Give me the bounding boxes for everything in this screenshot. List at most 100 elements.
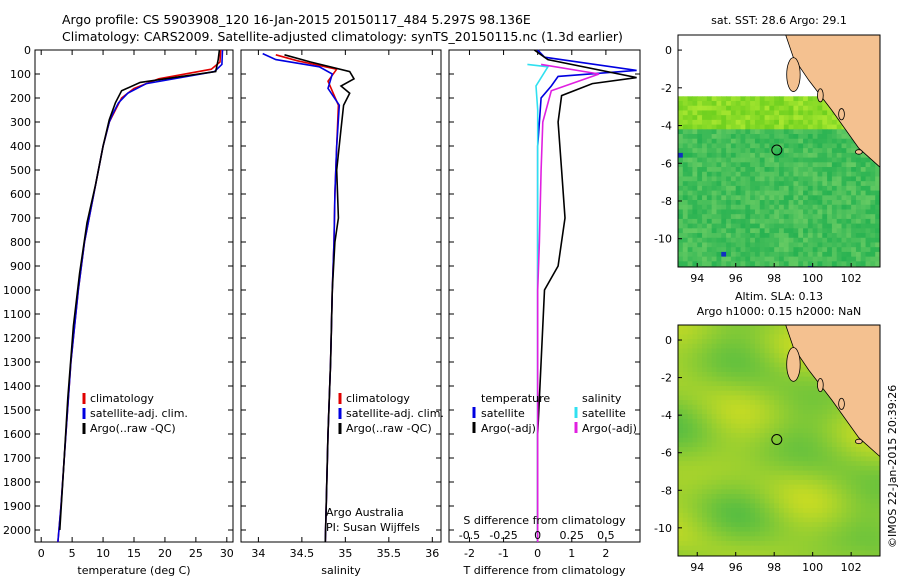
heat-cell: [855, 162, 862, 168]
heat-cell: [759, 334, 766, 340]
heat-cell: [851, 508, 857, 514]
heat-cell: [875, 209, 880, 215]
heat-cell: [702, 228, 708, 234]
heat-cell: [875, 503, 880, 509]
heat-cell: [711, 428, 718, 434]
heat-cell: [730, 138, 737, 145]
s-tick-label: 0: [534, 529, 541, 542]
heat-cell: [793, 134, 799, 140]
heat-cell: [779, 119, 785, 126]
heat-cell: [812, 251, 819, 258]
heat-cell: [774, 489, 780, 495]
heat-cell: [735, 261, 742, 267]
heat-cell: [702, 334, 708, 340]
heat-cell: [803, 209, 809, 215]
x-tick-label: 1: [568, 547, 575, 560]
heat-cell: [793, 550, 799, 556]
heat-cell: [774, 536, 780, 542]
heat-cell: [793, 390, 799, 397]
heat-cell: [788, 498, 795, 505]
island: [817, 378, 824, 393]
heat-cell: [774, 437, 780, 443]
heat-cell: [687, 451, 694, 458]
heat-cell: [875, 465, 880, 472]
heat-cell: [793, 526, 799, 533]
heat-cell: [754, 157, 761, 163]
heat-cell: [774, 395, 780, 401]
heat-cell: [726, 256, 732, 262]
heat-cell: [697, 409, 703, 415]
heat-cell: [706, 181, 713, 187]
heat-cell: [788, 456, 795, 462]
heat-cell: [692, 329, 698, 335]
heat-cell: [759, 343, 766, 350]
heat-cell: [745, 418, 751, 425]
heat-cell: [793, 522, 799, 528]
heat-cell: [678, 540, 684, 547]
heat-cell: [716, 214, 722, 220]
heat-cell: [735, 101, 742, 107]
heat-cell: [745, 209, 751, 215]
heat-cell: [692, 334, 698, 340]
heat-cell: [711, 348, 718, 354]
heat-cell: [803, 167, 809, 173]
x-tick-label: 94: [690, 272, 704, 285]
heat-cell: [682, 105, 689, 112]
heat-cell: [851, 171, 857, 178]
heat-cell: [726, 233, 732, 239]
heat-cell: [687, 381, 694, 387]
heat-cell: [721, 512, 727, 519]
heat-cell: [812, 96, 819, 102]
heat-cell: [812, 143, 819, 149]
heat-cell: [764, 204, 770, 211]
heat-cell: [740, 233, 746, 239]
heat-cell: [788, 409, 795, 415]
heat-cell: [788, 157, 795, 163]
heat-cell: [692, 489, 698, 495]
heat-cell: [793, 498, 799, 505]
heat-cell: [764, 400, 770, 406]
heat-cell: [702, 343, 708, 350]
heat-cell: [851, 437, 857, 443]
heat-cell: [817, 214, 823, 220]
heat-cell: [793, 228, 799, 234]
heat-cell: [798, 218, 804, 225]
heat-cell: [687, 376, 694, 382]
heat-cell: [827, 517, 833, 523]
heat-cell: [692, 261, 698, 267]
heat-cell: [817, 190, 823, 196]
heat-cell: [750, 247, 756, 253]
y-tick-label: -6: [661, 447, 672, 460]
heat-cell: [855, 209, 862, 215]
heat-cell: [706, 261, 713, 267]
x-tick-label: 36: [425, 547, 439, 560]
heat-cell: [697, 190, 703, 196]
heat-cell: [754, 503, 761, 509]
heat-cell: [759, 190, 766, 196]
heat-cell: [716, 167, 722, 173]
heat-cell: [750, 223, 756, 229]
heat-cell: [721, 442, 727, 448]
heat-cell: [745, 371, 751, 378]
heat-cell: [860, 237, 867, 244]
heat-cell: [745, 185, 751, 192]
legend-label: satellite: [481, 407, 525, 420]
heat-cell: [855, 447, 862, 453]
heat-cell: [759, 157, 766, 163]
heat-cell: [788, 200, 795, 206]
heat-cell: [726, 508, 732, 514]
heat-cell: [779, 325, 785, 331]
heat-cell: [735, 251, 742, 258]
heat-cell: [745, 247, 751, 253]
heat-cell: [726, 465, 732, 472]
heat-cell: [759, 540, 766, 547]
heat-cell: [740, 101, 746, 107]
heat-cell: [851, 550, 857, 556]
heat-cell: [754, 508, 761, 514]
heat-cell: [702, 432, 708, 439]
legend-label: Argo(-adj): [582, 422, 637, 435]
heat-cell: [740, 325, 746, 331]
heat-cell: [726, 200, 732, 206]
heat-cell: [831, 171, 838, 178]
heat-cell: [754, 404, 761, 411]
